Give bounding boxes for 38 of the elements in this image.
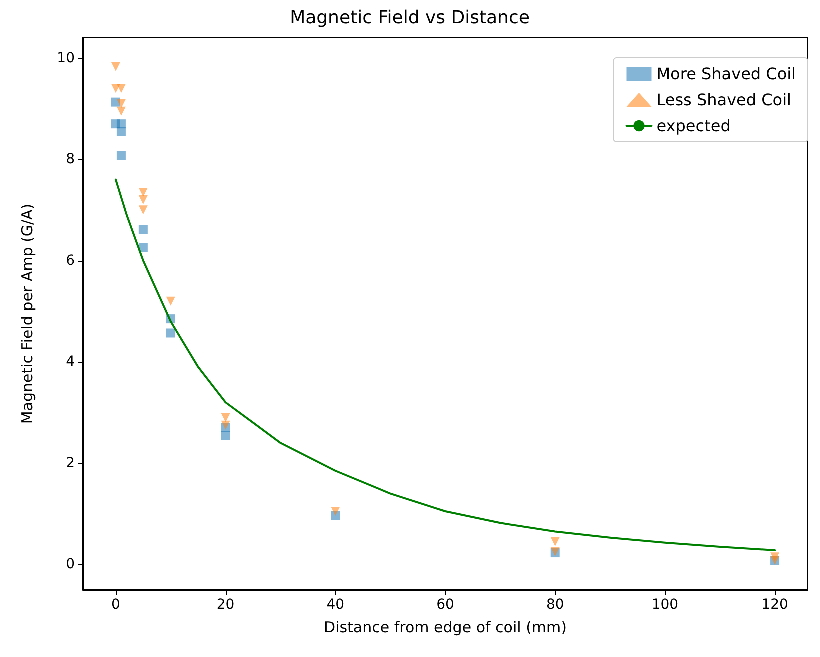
point xyxy=(166,296,176,306)
point xyxy=(116,127,126,136)
legend-label: More Shaved Coil xyxy=(656,64,796,84)
legend-label: Less Shaved Coil xyxy=(656,90,792,110)
y-tick-label: 4 xyxy=(66,354,76,370)
point xyxy=(138,225,148,234)
point xyxy=(550,537,560,546)
x-tick-label: 60 xyxy=(436,597,454,613)
x-tick-label: 80 xyxy=(546,597,564,613)
y-tick-label: 8 xyxy=(66,152,75,168)
point xyxy=(221,413,230,422)
point xyxy=(221,420,230,430)
point xyxy=(116,99,126,108)
legend-label: expected xyxy=(656,116,731,136)
x-tick-label: 120 xyxy=(762,597,788,613)
y-tick-label: 10 xyxy=(57,50,75,66)
point xyxy=(221,431,230,440)
x-tick-label: 100 xyxy=(652,597,679,613)
point xyxy=(116,84,126,94)
line-series xyxy=(114,178,776,552)
x-tick-label: 20 xyxy=(216,597,235,613)
point xyxy=(166,328,176,338)
x-axis-title: Distance from edge of coil (mm) xyxy=(324,618,567,636)
y-axis-title: Magnetic Field per Amp (G/A) xyxy=(18,204,36,424)
point xyxy=(138,188,148,197)
point xyxy=(116,150,126,160)
point xyxy=(138,206,148,215)
x-tick-label: 40 xyxy=(326,597,345,613)
y-tick-label: 2 xyxy=(66,455,75,472)
point xyxy=(331,507,340,516)
y-tick-label: 6 xyxy=(66,252,76,269)
chart-title: Magnetic Field vs Distance xyxy=(290,8,530,28)
point xyxy=(138,196,148,205)
point xyxy=(111,62,120,72)
y-tick-label: 0 xyxy=(66,556,75,573)
point xyxy=(138,243,148,252)
point xyxy=(116,106,126,116)
x-tick-label: 0 xyxy=(111,597,120,613)
